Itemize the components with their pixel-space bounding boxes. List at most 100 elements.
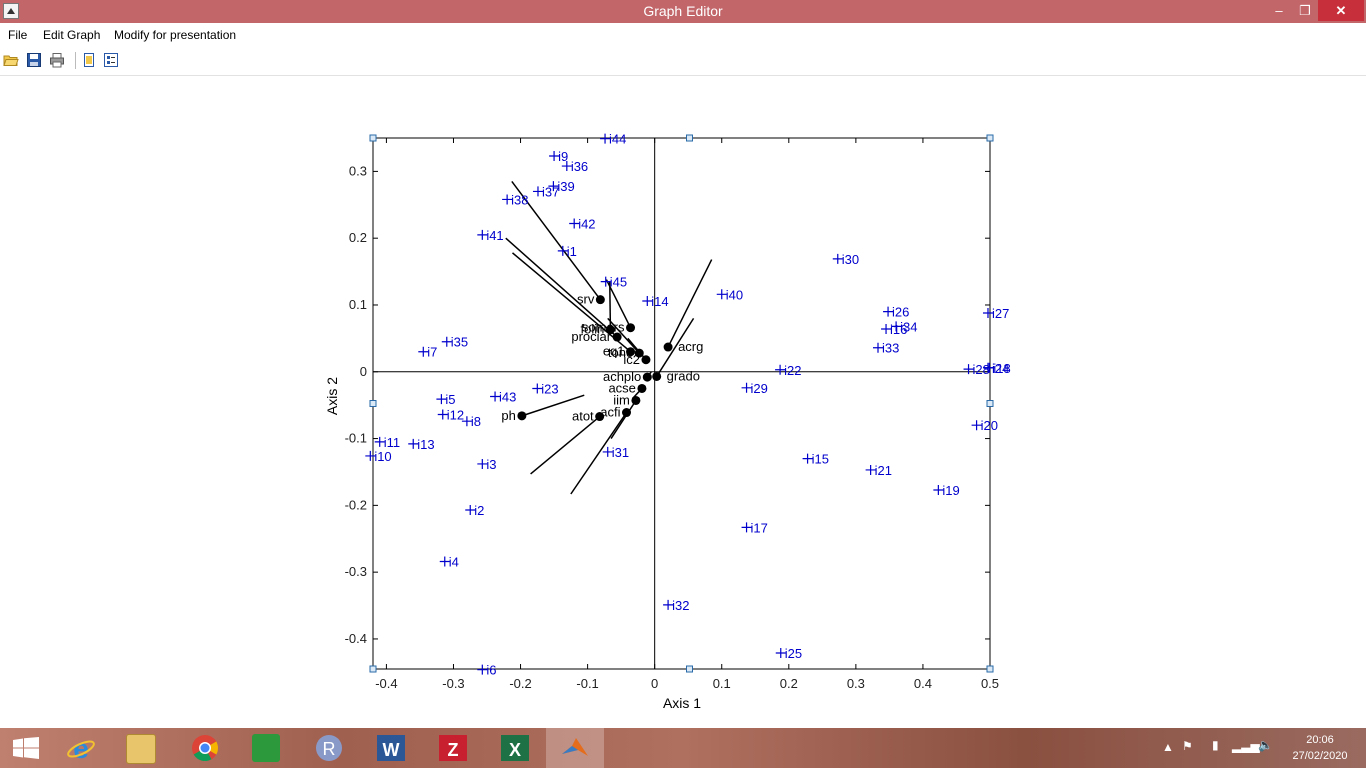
selection-handle[interactable]: [369, 400, 377, 407]
maximize-button[interactable]: ❐: [1299, 3, 1311, 18]
individual-marker[interactable]: [663, 599, 674, 610]
battery-icon[interactable]: ▮: [1212, 738, 1219, 752]
individual-marker[interactable]: [775, 364, 786, 375]
individual-marker[interactable]: [982, 307, 993, 318]
individual-label: i19: [942, 483, 959, 498]
individual-label: i24: [992, 361, 1009, 376]
individual-marker[interactable]: [933, 484, 944, 495]
tray-expand-icon[interactable]: ▲: [1162, 740, 1174, 754]
variable-point[interactable]: [652, 371, 662, 381]
selection-handle[interactable]: [686, 134, 693, 142]
variable-vector: [530, 415, 601, 475]
individual-marker[interactable]: [557, 245, 568, 256]
individual-marker[interactable]: [439, 556, 450, 567]
word-icon[interactable]: W: [362, 728, 420, 768]
selection-handle[interactable]: [986, 134, 994, 142]
selection-handle[interactable]: [986, 400, 994, 407]
x-tick-label: -0.3: [442, 676, 464, 691]
individual-marker[interactable]: [891, 321, 902, 332]
variable-point[interactable]: [641, 355, 651, 365]
close-button[interactable]: ✕: [1318, 0, 1364, 21]
variable-point[interactable]: [637, 383, 647, 393]
variable-vector: [656, 317, 695, 377]
network-icon[interactable]: ▂▃▅: [1232, 739, 1260, 753]
variable-point[interactable]: [622, 408, 632, 418]
individual-marker[interactable]: [561, 161, 572, 172]
properties-icon[interactable]: [103, 52, 119, 68]
menu-modify-for-presentation[interactable]: Modify for presentation: [114, 28, 237, 42]
individual-marker[interactable]: [436, 394, 447, 405]
individual-marker[interactable]: [477, 458, 488, 469]
excel-icon[interactable]: X: [486, 728, 544, 768]
individual-marker[interactable]: [971, 420, 982, 431]
individual-marker[interactable]: [365, 450, 376, 461]
variable-point[interactable]: [663, 342, 673, 352]
variable-point[interactable]: [517, 411, 527, 421]
variable-point[interactable]: [626, 347, 636, 357]
individual-marker[interactable]: [477, 229, 488, 240]
variable-point[interactable]: [631, 395, 641, 405]
individual-marker[interactable]: [642, 295, 653, 306]
individual-marker[interactable]: [569, 218, 580, 229]
individual-marker[interactable]: [963, 364, 974, 375]
individual-marker[interactable]: [532, 186, 543, 197]
individual-marker[interactable]: [441, 336, 452, 347]
matlab-icon[interactable]: [546, 728, 604, 768]
selection-handle[interactable]: [369, 665, 377, 673]
individual-marker[interactable]: [461, 416, 472, 427]
internet-explorer-icon[interactable]: e: [52, 728, 110, 768]
open-folder-icon[interactable]: [3, 52, 19, 68]
individual-marker[interactable]: [490, 391, 501, 402]
individual-marker[interactable]: [602, 446, 613, 457]
chrome-icon[interactable]: [176, 728, 234, 768]
individual-marker[interactable]: [802, 453, 813, 464]
minimize-button[interactable]: –: [1275, 3, 1283, 18]
individual-marker[interactable]: [873, 342, 884, 353]
individual-marker[interactable]: [600, 133, 611, 144]
individual-marker[interactable]: [502, 194, 513, 205]
individual-marker[interactable]: [865, 464, 876, 475]
individual-marker[interactable]: [374, 436, 385, 447]
action-center-icon[interactable]: ⚑: [1182, 739, 1193, 753]
individual-marker[interactable]: [408, 438, 419, 449]
variable-point[interactable]: [642, 372, 652, 382]
clock[interactable]: 20:06 27/02/2020: [1280, 732, 1360, 764]
individual-marker[interactable]: [418, 346, 429, 357]
variable-point[interactable]: [605, 325, 615, 335]
individual-marker[interactable]: [600, 276, 611, 287]
individual-marker[interactable]: [775, 647, 786, 658]
variable-point[interactable]: [595, 412, 605, 422]
individual-marker[interactable]: [832, 253, 843, 264]
individual-marker[interactable]: [532, 383, 543, 394]
selection-handle[interactable]: [686, 665, 693, 673]
individual-marker[interactable]: [548, 181, 559, 192]
print-icon[interactable]: [49, 52, 65, 68]
figure-icon[interactable]: [81, 52, 97, 68]
individual-marker[interactable]: [716, 289, 727, 300]
individual-marker[interactable]: [741, 382, 752, 393]
zotero-icon[interactable]: Z: [424, 728, 482, 768]
individual-marker[interactable]: [549, 151, 560, 162]
individual-label: i21: [875, 463, 892, 478]
selection-handle[interactable]: [986, 665, 994, 673]
individual-marker[interactable]: [741, 522, 752, 533]
individual-label: i35: [451, 335, 468, 350]
menu-file[interactable]: File: [8, 28, 28, 42]
individual-label: i29: [751, 381, 768, 396]
windows-start-icon[interactable]: [0, 728, 58, 768]
variable-point[interactable]: [595, 295, 605, 305]
variable-point[interactable]: [626, 323, 636, 333]
individual-marker[interactable]: [437, 409, 448, 420]
file-explorer-icon[interactable]: [112, 728, 170, 768]
store-icon[interactable]: [238, 728, 296, 768]
individual-marker[interactable]: [477, 664, 488, 675]
r-icon[interactable]: R: [300, 728, 358, 768]
individual-marker[interactable]: [883, 306, 894, 317]
save-icon[interactable]: [26, 52, 42, 68]
individual-marker[interactable]: [984, 362, 995, 373]
menu-edit-graph[interactable]: Edit Graph: [43, 28, 101, 42]
individual-marker[interactable]: [465, 505, 476, 516]
volume-icon[interactable]: 🔈: [1258, 738, 1273, 752]
selection-handle[interactable]: [369, 134, 377, 142]
individual-marker[interactable]: [881, 324, 892, 335]
